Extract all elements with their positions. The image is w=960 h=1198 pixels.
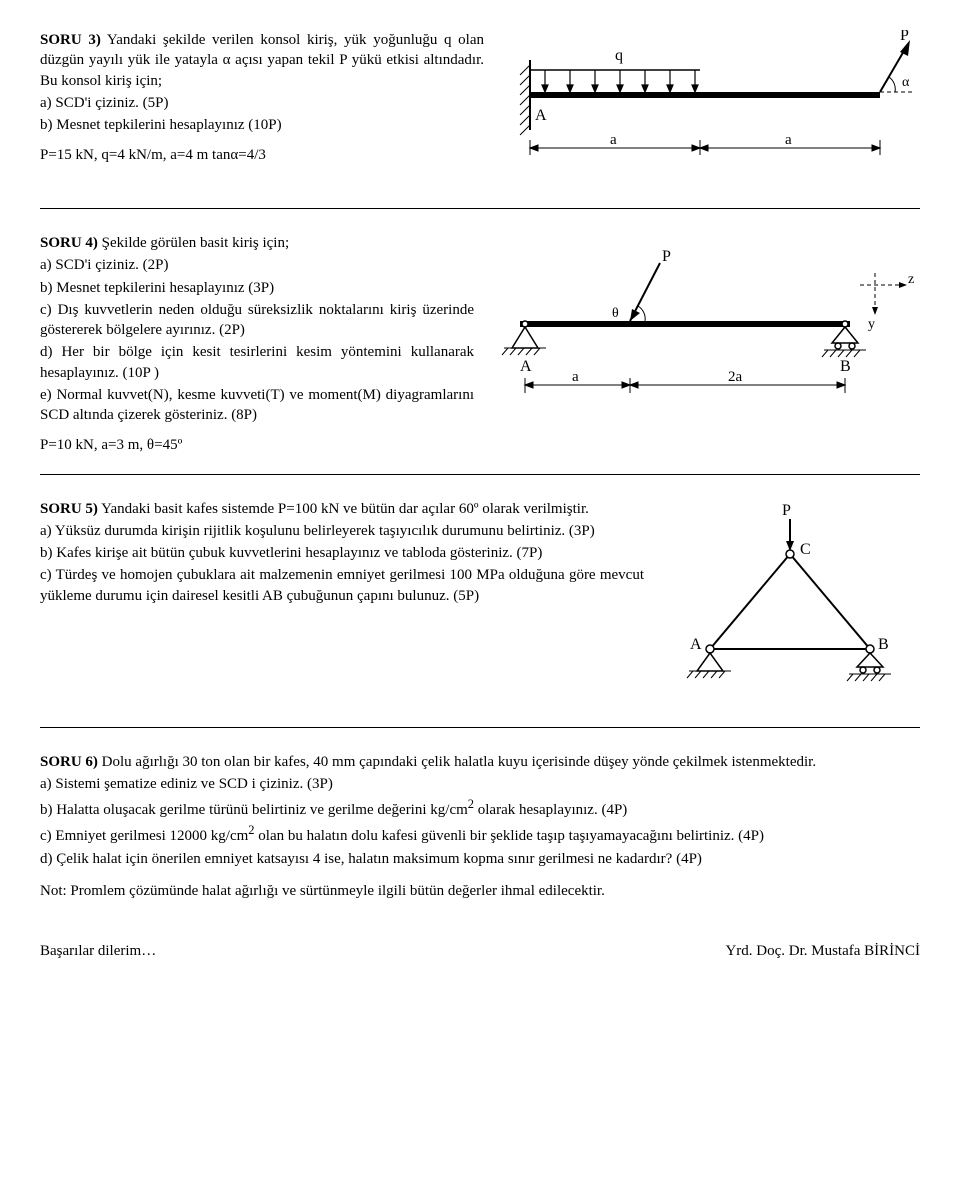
- divider-3: [40, 727, 920, 728]
- q3-text: SORU 3) Yandaki şekilde verilen konsol k…: [40, 30, 484, 166]
- q3-intro: Yandaki şekilde verilen konsol kiriş, yü…: [40, 32, 484, 89]
- divider-1: [40, 208, 920, 209]
- q3-P-label: P: [900, 30, 909, 44]
- footer-right: Yrd. Doç. Dr. Mustafa BİRİNCİ: [725, 941, 920, 961]
- q4-item-d: d) Her bir bölge için kesit tesirlerini …: [40, 342, 474, 383]
- q3-item-a: a) SCD'i çiziniz. (5P): [40, 93, 484, 113]
- q3-A-label: A: [535, 107, 547, 124]
- q5-figure: P C A: [660, 499, 920, 709]
- q6-note: Not: Promlem çözümünde halat ağırlığı ve…: [40, 881, 920, 901]
- q3-svg: q P α A: [500, 30, 920, 190]
- q6-item-b: b) Halatta oluşacak gerilme türünü belir…: [40, 796, 920, 820]
- q4-dim-a: a: [572, 369, 579, 385]
- q3-item-b: b) Mesnet tepkilerini hesaplayınız (10P): [40, 115, 484, 135]
- q5-P-label: P: [782, 502, 791, 519]
- q4-B-label: B: [840, 358, 851, 375]
- q4-P-label: P: [662, 248, 671, 265]
- q3-title: SORU 3): [40, 32, 101, 48]
- q4-y-label: y: [868, 317, 875, 332]
- q4-A-label: A: [520, 358, 532, 375]
- q4-svg: A B P θ: [490, 233, 920, 423]
- question-5: SORU 5) Yandaki basit kafes sistemde P=1…: [40, 499, 920, 709]
- question-6: SORU 6) Dolu ağırlığı 30 ton olan bir ka…: [40, 752, 920, 902]
- q4-intro: Şekilde görülen basit kiriş için;: [98, 235, 289, 251]
- q4-item-c: c) Dış kuvvetlerin neden olduğu süreksiz…: [40, 300, 474, 341]
- q6-title: SORU 6): [40, 754, 98, 770]
- q5-svg: P C A: [660, 499, 920, 709]
- q3-dim-a2: a: [785, 132, 792, 148]
- q6-item-c: c) Emniyet gerilmesi 12000 kg/cm2 olan b…: [40, 822, 920, 846]
- footer-left: Başarılar dilerim…: [40, 941, 156, 961]
- q3-figure: q P α A: [500, 30, 920, 190]
- q4-z-label: z: [908, 272, 914, 287]
- q4-item-e: e) Normal kuvvet(N), kesme kuvveti(T) ve…: [40, 385, 474, 426]
- q3-q-label: q: [615, 47, 623, 64]
- q3-dim-a1: a: [610, 132, 617, 148]
- question-4: SORU 4) Şekilde görülen basit kiriş için…: [40, 233, 920, 456]
- q4-item-a: a) SCD'i çiziniz. (2P): [40, 255, 474, 275]
- q5-B-label: B: [878, 636, 889, 653]
- q4-item-b: b) Mesnet tepkilerini hesaplayınız (3P): [40, 278, 474, 298]
- q3-alpha-label: α: [902, 75, 910, 90]
- q3-given: P=15 kN, q=4 kN/m, a=4 m tanα=4/3: [40, 145, 484, 165]
- question-3: SORU 3) Yandaki şekilde verilen konsol k…: [40, 30, 920, 190]
- q4-text: SORU 4) Şekilde görülen basit kiriş için…: [40, 233, 474, 456]
- divider-2: [40, 474, 920, 475]
- q5-item-c: c) Türdeş ve homojen çubuklara ait malze…: [40, 565, 644, 606]
- q4-dim-2a: 2a: [728, 369, 743, 385]
- q5-C-label: C: [800, 541, 811, 558]
- footer: Başarılar dilerim… Yrd. Doç. Dr. Mustafa…: [40, 941, 920, 961]
- q6-item-a: a) Sistemi şematize ediniz ve SCD i çizi…: [40, 774, 920, 794]
- q5-item-b: b) Kafes kirişe ait bütün çubuk kuvvetle…: [40, 543, 644, 563]
- q5-intro: Yandaki basit kafes sistemde P=100 kN ve…: [98, 501, 589, 517]
- q5-title: SORU 5): [40, 501, 98, 517]
- q6-intro: Dolu ağırlığı 30 ton olan bir kafes, 40 …: [98, 754, 816, 770]
- q4-figure: A B P θ: [490, 233, 920, 423]
- q5-text: SORU 5) Yandaki basit kafes sistemde P=1…: [40, 499, 644, 606]
- q4-theta-label: θ: [612, 306, 619, 321]
- q5-A-label: A: [690, 636, 702, 653]
- q4-given: P=10 kN, a=3 m, θ=45º: [40, 435, 474, 455]
- q4-title: SORU 4): [40, 235, 98, 251]
- q6-item-d: d) Çelik halat için önerilen emniyet kat…: [40, 849, 920, 869]
- q5-item-a: a) Yüksüz durumda kirişin rijitlik koşul…: [40, 521, 644, 541]
